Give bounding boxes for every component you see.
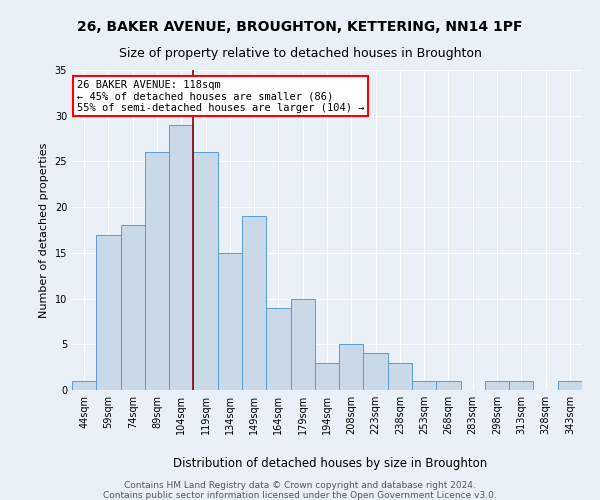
Bar xyxy=(388,362,412,390)
Bar xyxy=(412,381,436,390)
Bar xyxy=(218,253,242,390)
Text: 26 BAKER AVENUE: 118sqm
← 45% of detached houses are smaller (86)
55% of semi-de: 26 BAKER AVENUE: 118sqm ← 45% of detache… xyxy=(77,80,365,113)
Bar xyxy=(242,216,266,390)
Text: Size of property relative to detached houses in Broughton: Size of property relative to detached ho… xyxy=(119,48,481,60)
Text: 26, BAKER AVENUE, BROUGHTON, KETTERING, NN14 1PF: 26, BAKER AVENUE, BROUGHTON, KETTERING, … xyxy=(77,20,523,34)
Bar xyxy=(266,308,290,390)
Bar xyxy=(509,381,533,390)
Y-axis label: Number of detached properties: Number of detached properties xyxy=(39,142,49,318)
Text: Distribution of detached houses by size in Broughton: Distribution of detached houses by size … xyxy=(173,458,487,470)
Bar xyxy=(315,362,339,390)
Bar xyxy=(145,152,169,390)
Bar xyxy=(290,298,315,390)
Text: Contains HM Land Registry data © Crown copyright and database right 2024.: Contains HM Land Registry data © Crown c… xyxy=(124,481,476,490)
Bar xyxy=(121,226,145,390)
Bar xyxy=(193,152,218,390)
Bar xyxy=(339,344,364,390)
Bar xyxy=(558,381,582,390)
Bar xyxy=(485,381,509,390)
Bar xyxy=(72,381,96,390)
Text: Contains public sector information licensed under the Open Government Licence v3: Contains public sector information licen… xyxy=(103,491,497,500)
Bar xyxy=(364,354,388,390)
Bar xyxy=(169,125,193,390)
Bar xyxy=(436,381,461,390)
Bar xyxy=(96,234,121,390)
